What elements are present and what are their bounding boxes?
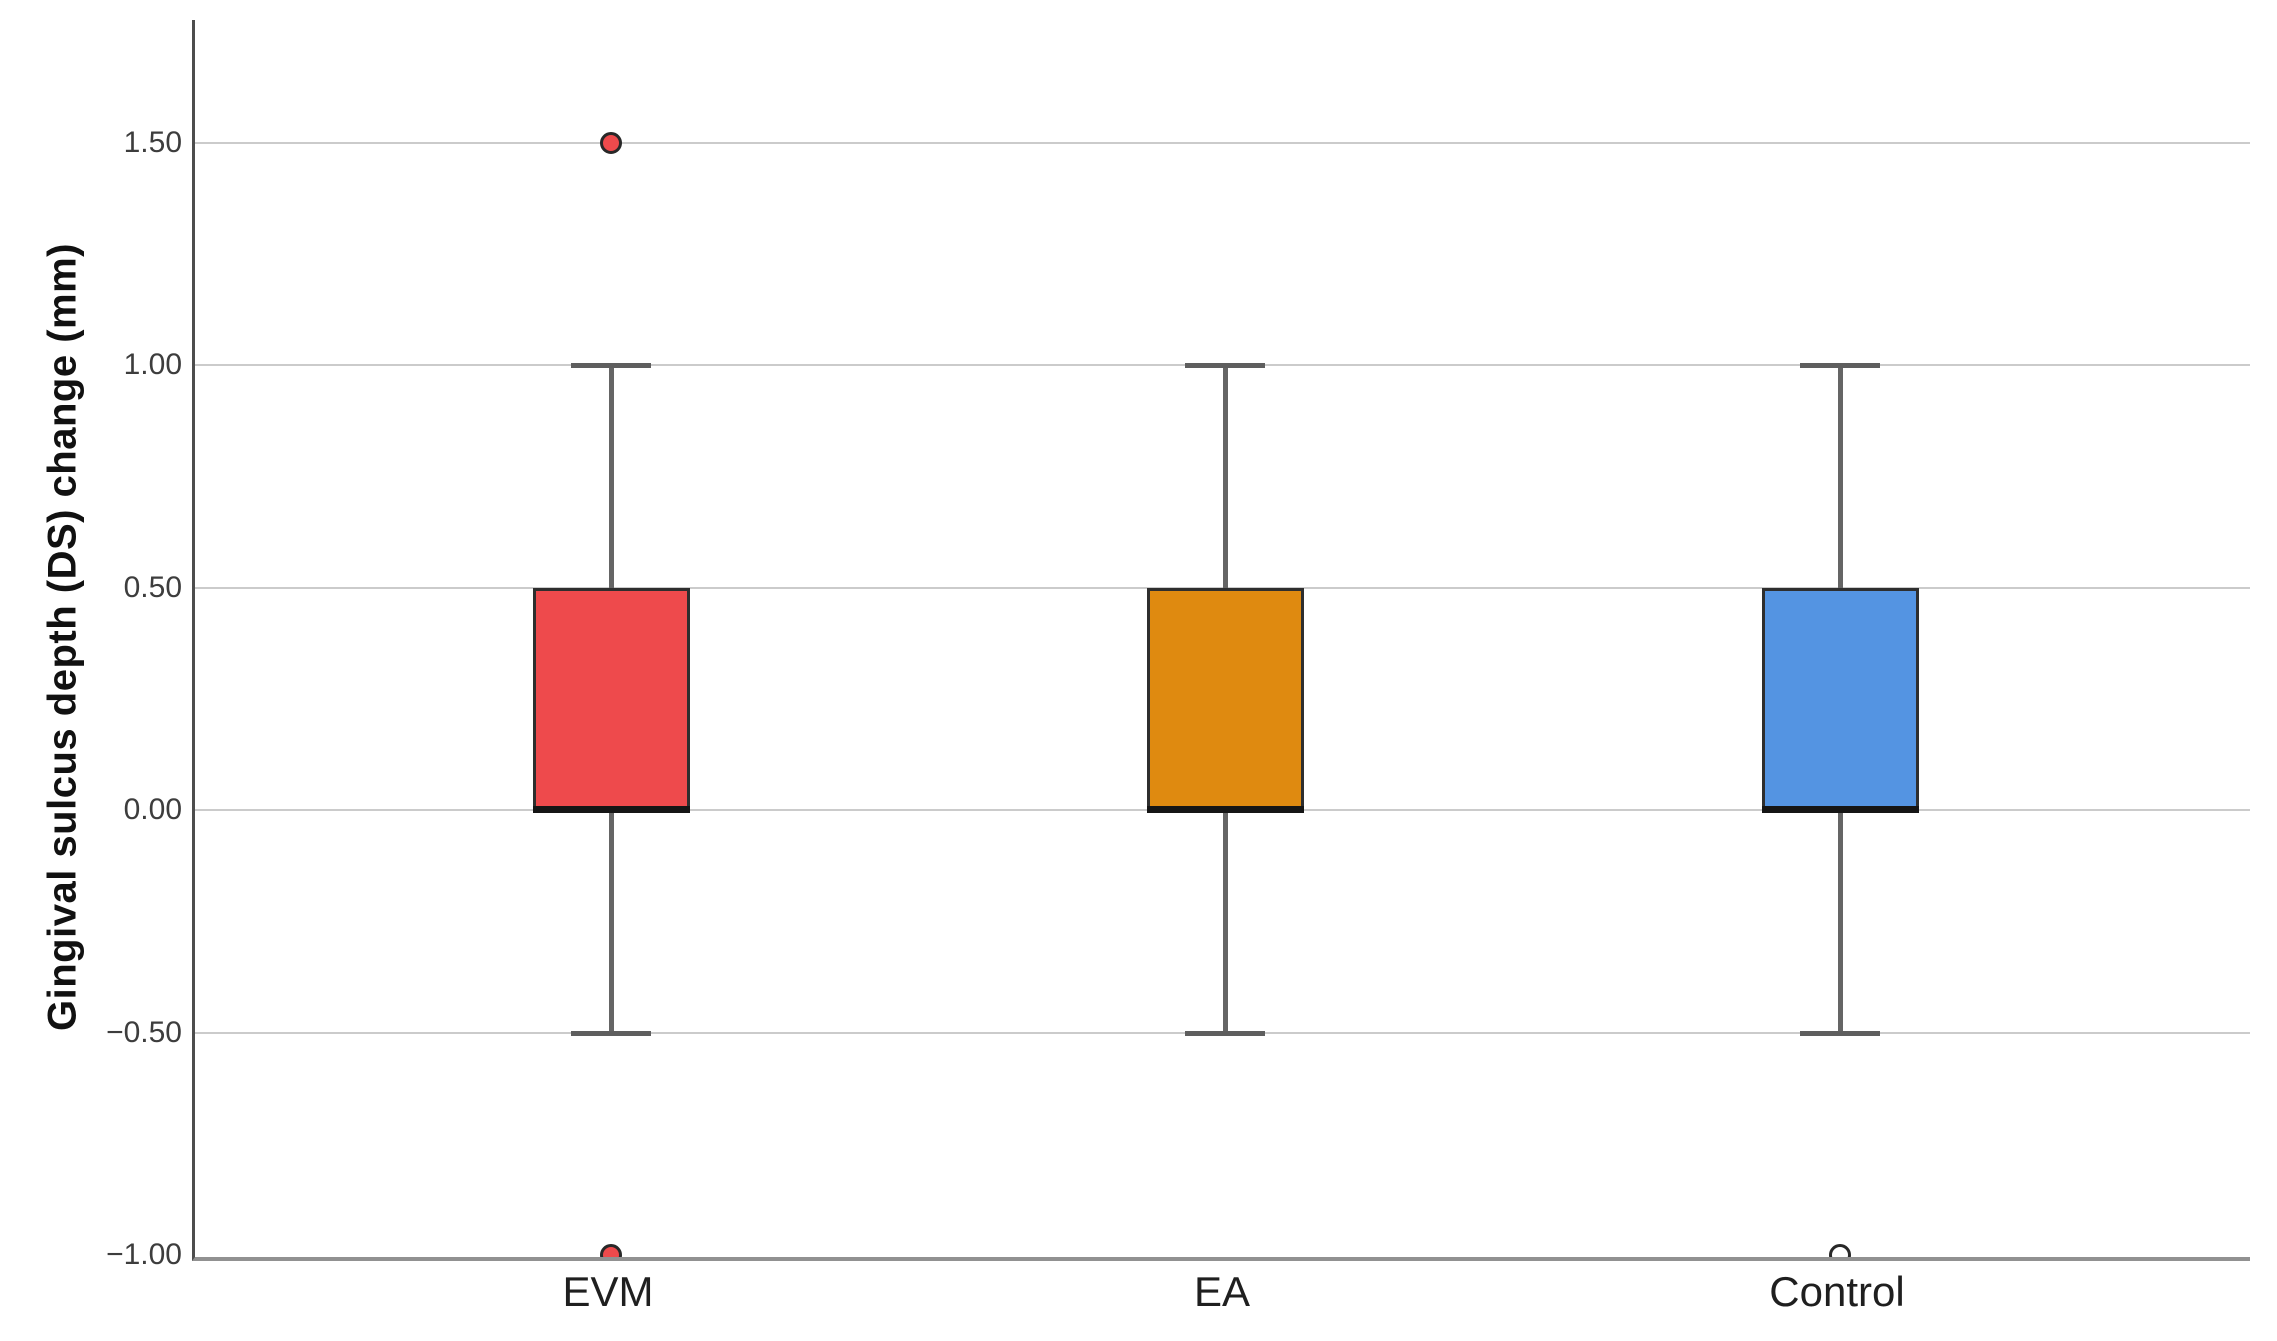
y-tick-label: −1.00 [106,1238,182,1271]
upper-whisker-cap [1185,363,1265,368]
outlier-point [600,131,622,154]
lower-whisker [1223,810,1228,1033]
x-tick-label: EVM [562,1268,654,1315]
median-line [1146,806,1304,813]
lower-whisker [1838,810,1843,1033]
gridline [195,141,2250,144]
plot-area [192,20,2250,1261]
upper-whisker [1838,365,1843,588]
x-tick-label: EA [1193,1268,1251,1315]
x-tick-label: Control [1769,1268,1905,1315]
y-tick-label: −0.50 [106,1015,182,1049]
iqr-box [532,587,690,810]
upper-whisker-cap [1800,363,1880,368]
upper-whisker-cap [571,363,651,368]
y-tick-label: 0.50 [123,570,182,604]
y-tick-label: 0.00 [123,793,182,826]
upper-whisker [609,365,614,588]
iqr-box [1146,587,1304,810]
outlier-point [600,1244,622,1257]
median-line [1761,806,1919,813]
outlier-point-open [1829,1244,1851,1257]
iqr-box [1761,587,1919,810]
median-line [532,806,690,813]
lower-whisker-cap [1800,1030,1880,1036]
lower-whisker [609,810,614,1033]
lower-whisker-cap [1185,1030,1265,1036]
upper-whisker [1223,365,1228,588]
y-tick-label: 1.00 [123,348,182,381]
y-tick-label: 1.50 [123,125,182,159]
lower-whisker-cap [571,1030,651,1036]
